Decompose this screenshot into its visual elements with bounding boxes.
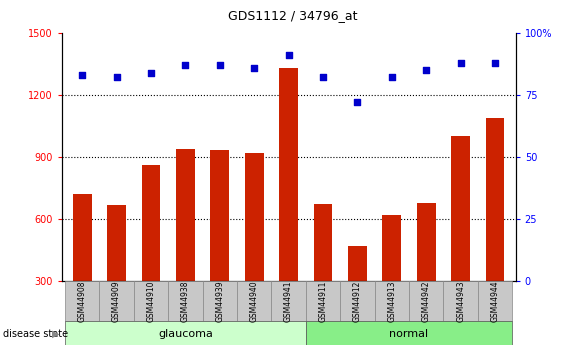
Bar (142, 165, 161, 281)
Bar (245, 153, 264, 281)
Text: ▶: ▶ (52, 329, 59, 339)
Text: GSM44941: GSM44941 (284, 280, 293, 322)
Point (490, 60, 500, 65)
Point (318, 75, 328, 80)
Bar (417, 203, 435, 281)
Text: GSM44944: GSM44944 (490, 280, 499, 322)
Bar (451, 136, 470, 281)
Point (284, 52, 294, 58)
Text: GSM44938: GSM44938 (181, 280, 190, 322)
Point (77, 72, 87, 78)
Text: disease state: disease state (3, 329, 68, 339)
Point (387, 75, 397, 80)
Point (146, 70, 156, 75)
Point (180, 62, 190, 68)
Text: GSM44908: GSM44908 (78, 280, 87, 322)
Point (112, 75, 121, 80)
Point (353, 100, 362, 105)
Text: GSM44912: GSM44912 (353, 280, 362, 322)
Point (421, 67, 431, 73)
Bar (107, 205, 126, 281)
Text: GSM44940: GSM44940 (250, 280, 258, 322)
Bar (73, 194, 91, 281)
Text: GSM44939: GSM44939 (215, 280, 224, 322)
Text: GDS1112 / 34796_at: GDS1112 / 34796_at (229, 9, 357, 22)
Text: GSM44943: GSM44943 (456, 280, 465, 322)
Bar (314, 204, 332, 281)
Bar (486, 118, 505, 281)
Point (250, 65, 259, 70)
Text: GSM44909: GSM44909 (112, 280, 121, 322)
Text: normal: normal (390, 329, 428, 339)
Point (215, 62, 224, 68)
Text: GSM44942: GSM44942 (422, 280, 431, 322)
Bar (210, 150, 229, 281)
Bar (348, 246, 367, 281)
Text: GSM44910: GSM44910 (146, 280, 155, 322)
Bar (382, 215, 401, 281)
Text: GSM44913: GSM44913 (387, 280, 396, 322)
Text: glaucoma: glaucoma (158, 329, 213, 339)
Bar (279, 68, 298, 281)
Text: GSM44911: GSM44911 (319, 280, 328, 322)
Bar (176, 149, 195, 281)
Point (456, 60, 465, 65)
